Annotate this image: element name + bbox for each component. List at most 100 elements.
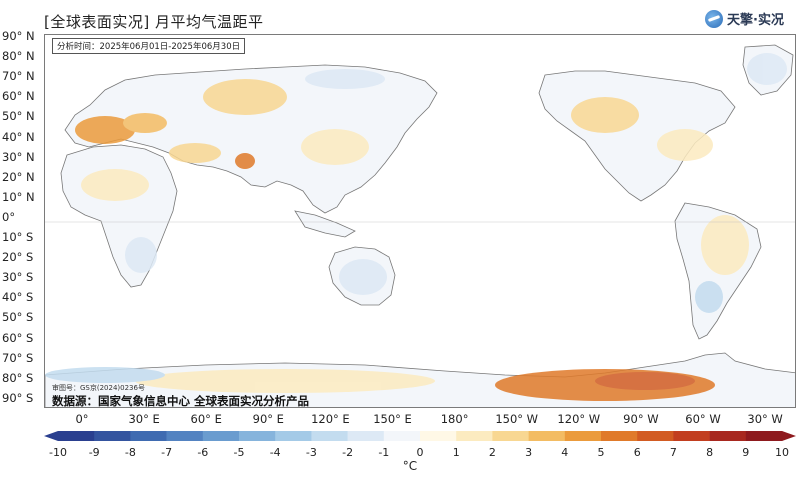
latitude-label: 90° N (2, 29, 35, 43)
colorbar-left-arrow (44, 431, 58, 441)
colorbar-swatch (420, 431, 457, 441)
colorbar-tick-label: -7 (161, 446, 173, 459)
latitude-label: 50° S (2, 310, 34, 325)
colorbar-tick-label: -8 (124, 446, 136, 459)
anomaly-map (44, 34, 796, 408)
latitude-label: 20° N (2, 169, 35, 184)
longitude-label: 60° W (685, 412, 721, 426)
colorbar (44, 431, 796, 441)
anomaly-middle-east (169, 143, 221, 163)
colorbar-tick-label: -3 (305, 446, 317, 459)
latitude-label: 70° N (2, 69, 35, 84)
anomaly-siberia-east (305, 69, 385, 89)
longitude-label: 90° E (252, 412, 284, 426)
anomaly-argentina (695, 281, 723, 313)
anomaly-north-america-west (571, 97, 639, 133)
colorbar-tick-label: -9 (88, 446, 100, 459)
latitude-label: 70° S (2, 350, 34, 365)
latitude-label: 0° (2, 209, 16, 224)
anomaly-antarctica-coast (45, 367, 165, 383)
colorbar-swatch (528, 431, 566, 441)
latitude-label: 10° S (2, 230, 34, 244)
colorbar-tick-label: 8 (706, 446, 714, 459)
colorbar-tick-label: 6 (633, 446, 641, 459)
longitude-label: 150° W (495, 412, 539, 426)
latitude-label: 80° N (2, 49, 35, 64)
colorbar-tick-label: -4 (269, 446, 281, 459)
colorbar-swatch (275, 431, 312, 441)
longitude-label: 120° E (311, 412, 350, 426)
colorbar-swatch (58, 431, 95, 441)
colorbar-swatch (130, 431, 167, 441)
colorbar-tick-label: 5 (597, 446, 605, 459)
colorbar-swatch (239, 431, 276, 441)
weather-globe-icon (705, 9, 723, 28)
longitude-label: 30° E (128, 412, 160, 426)
latitude-label: 90° S (2, 390, 34, 405)
latitude-label: 60° N (2, 89, 35, 104)
latitude-label: 40° N (2, 129, 35, 144)
colorbar-swatch (601, 431, 638, 441)
longitude-label: 120° W (557, 412, 601, 426)
colorbar-swatch (311, 431, 348, 441)
longitude-label: 90° W (623, 412, 659, 426)
latitude-label: 80° S (2, 370, 34, 385)
anomaly-east-asia (301, 129, 369, 165)
longitude-label: 60° E (190, 412, 222, 426)
colorbar-tick-label: -2 (342, 446, 354, 459)
colorbar-tick-label: 2 (488, 446, 496, 459)
colorbar-tick-label: 1 (452, 446, 460, 459)
latitude-label: 10° N (2, 189, 35, 204)
colorbar-swatch (492, 431, 529, 441)
analysis-period: 分析时间：2025年06月01日-2025年06月30日 (52, 38, 246, 54)
anomaly-north-america-east (657, 129, 713, 161)
colorbar-right-arrow (782, 431, 796, 441)
colorbar-tick-label: 4 (561, 446, 569, 459)
colorbar-swatch (456, 431, 493, 441)
latitude-label: 50° N (2, 109, 35, 124)
indonesia-landmass (294, 210, 356, 238)
anomaly-india-north (235, 153, 255, 169)
anomaly-antarctica-west-core (595, 372, 695, 390)
colorbar-swatch (383, 431, 421, 441)
anomaly-africa-north (81, 169, 149, 201)
colorbar-swatch (709, 431, 747, 441)
colorbar-tick-label: -5 (233, 446, 245, 459)
colorbar-swatch (637, 431, 674, 441)
colorbar-swatch (202, 431, 240, 441)
longitude-label: 180° (440, 412, 469, 426)
latitude-label: 40° S (2, 290, 34, 305)
anomaly-europe-central (123, 113, 167, 133)
longitude-label: 30° W (747, 412, 783, 426)
anomaly-greenland (747, 53, 787, 85)
data-source: 数据源：国家气象信息中心 全球表面实况分析产品 (52, 394, 310, 408)
colorbar-swatch (347, 431, 385, 441)
colorbar-swatch (673, 431, 710, 441)
colorbar-tick-label: 3 (525, 446, 533, 459)
longitude-label: 0° (75, 412, 89, 426)
brand-name: 天擎·实况 (727, 13, 784, 28)
anomaly-siberia-west (203, 79, 287, 115)
colorbar-swatch (94, 431, 131, 441)
colorbar-tick-label: 10 (775, 446, 789, 459)
anomaly-africa-south (125, 237, 157, 273)
latitude-label: 30° N (2, 149, 35, 164)
colorbar-swatch (745, 431, 783, 441)
anomaly-australia (339, 259, 387, 295)
colorbar-tick-label: 9 (742, 446, 750, 459)
colorbar-unit: °C (402, 459, 418, 473)
map-canvas (45, 44, 795, 407)
brand-logo: 天擎·实况 (705, 9, 784, 28)
map-review-number: 审图号：GS京(2024)0236号 (52, 384, 145, 392)
colorbar-tick-label: -1 (378, 446, 390, 459)
colorbar-swatch (564, 431, 602, 441)
colorbar-tick-label: 0 (416, 446, 424, 459)
africa-landmass (60, 144, 178, 288)
colorbar-swatch (166, 431, 204, 441)
latitude-label: 30° S (2, 270, 34, 285)
colorbar-tick-label: -6 (197, 446, 209, 459)
map-title: [全球表面实况] 月平均气温距平 (44, 13, 264, 31)
longitude-label: 150° E (373, 412, 412, 426)
latitude-label: 60° S (2, 330, 34, 345)
anomaly-antarctica-east (135, 369, 435, 393)
